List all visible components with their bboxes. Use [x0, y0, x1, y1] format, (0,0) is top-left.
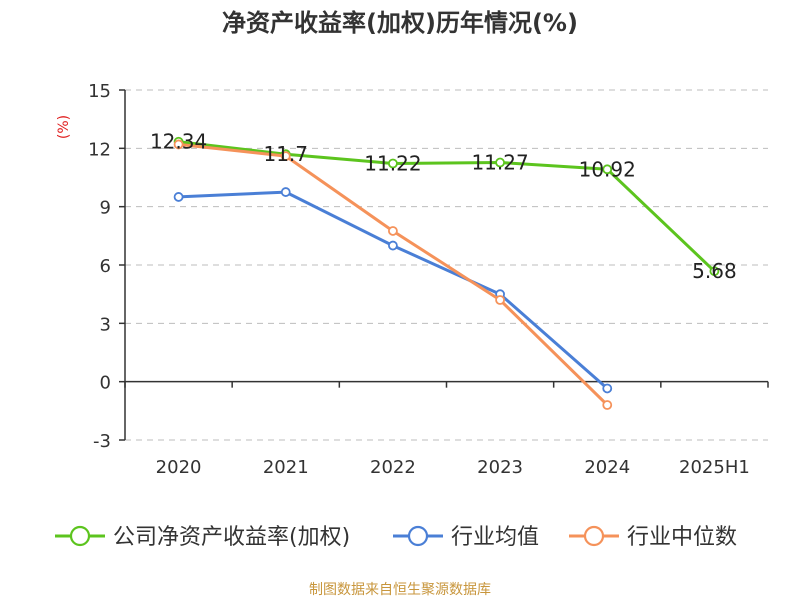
- data-label: 11.22: [364, 152, 421, 176]
- data-point: [602, 164, 613, 175]
- data-point: [280, 187, 291, 197]
- axis-layer: -3 0 3 6 9 12 15 2020 2021 2022 2023 2024 2025H1: [88, 81, 769, 478]
- series-line-2: [178, 142, 609, 407]
- x-tick-label: 2021: [263, 457, 309, 478]
- legend: 公司净资产收益率(加权) 行业均值 行业中位数: [55, 525, 737, 550]
- source-note: 制图数据来自恒生聚源数据库: [309, 582, 491, 598]
- chart-title: 净资产收益率(加权)历年情况(%): [222, 9, 578, 37]
- data-point: [280, 151, 291, 162]
- data-point: [388, 240, 398, 251]
- y-tick-label: 0: [100, 373, 111, 394]
- data-label: 12.34: [150, 130, 207, 154]
- data-point: [709, 266, 720, 277]
- data-point: [495, 157, 505, 168]
- legend-label: 公司净资产收益率(加权): [113, 525, 350, 550]
- legend-marker: [583, 525, 605, 547]
- legend-marker: [407, 525, 429, 547]
- series-layer: [173, 136, 720, 410]
- legend-label: 行业均值: [451, 525, 539, 550]
- series-line-1: [178, 190, 609, 390]
- legend-label: 行业中位数: [627, 525, 737, 550]
- y-tick-label: 6: [100, 256, 111, 277]
- x-tick-label: 2025H1: [679, 457, 750, 478]
- data-point: [602, 383, 613, 394]
- y-axis-unit-label: (%): [56, 115, 72, 139]
- data-label: 5.68: [692, 259, 737, 283]
- y-tick-label: 15: [88, 81, 111, 102]
- y-tick-label: -3: [93, 431, 111, 452]
- x-tick-label: 2023: [477, 457, 523, 478]
- y-tick-label: 9: [100, 198, 111, 219]
- data-point: [602, 400, 613, 410]
- data-point: [388, 226, 398, 236]
- data-label: 11.7: [263, 142, 308, 166]
- legend-marker: [69, 525, 91, 547]
- data-label-layer: 12.34 11.7 11.22 11.27 10.92 5.68: [150, 130, 737, 284]
- data-point: [388, 158, 398, 169]
- data-label: 10.92: [579, 157, 636, 181]
- data-point: [173, 139, 184, 150]
- y-tick-label: 12: [88, 139, 111, 160]
- x-tick-label: 2020: [156, 457, 202, 478]
- data-point: [495, 295, 505, 305]
- x-tick-label: 2022: [370, 457, 416, 478]
- series-line-0: [178, 140, 716, 273]
- x-tick-label: 2024: [584, 457, 630, 478]
- y-tick-label: 3: [100, 314, 111, 335]
- data-label: 11.27: [471, 151, 528, 175]
- data-point: [173, 192, 184, 202]
